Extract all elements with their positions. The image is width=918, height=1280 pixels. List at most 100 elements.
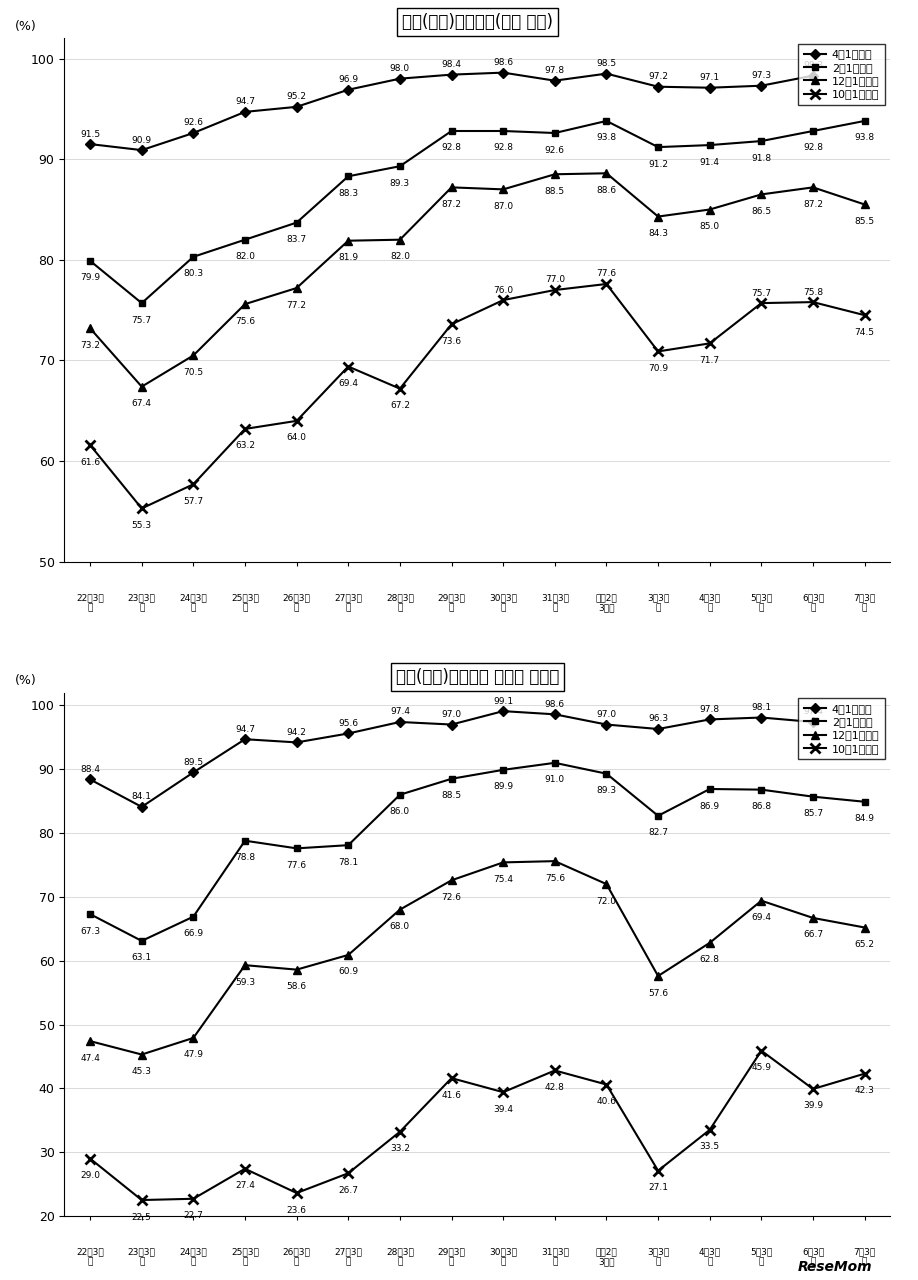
Text: 67.2: 67.2	[390, 401, 410, 410]
Text: 26.7: 26.7	[338, 1185, 358, 1194]
Text: (%): (%)	[15, 20, 37, 33]
Text: 97.4: 97.4	[803, 708, 823, 717]
Text: 22.5: 22.5	[132, 1212, 151, 1221]
Text: 69.4: 69.4	[751, 913, 771, 922]
Text: 39.9: 39.9	[803, 1102, 823, 1111]
Text: 96.9: 96.9	[338, 76, 358, 84]
Text: 88.3: 88.3	[338, 188, 358, 198]
Text: 22年3月
卒: 22年3月 卒	[76, 593, 104, 613]
Text: 87.2: 87.2	[442, 200, 462, 209]
Legend: 4月1日現在, 2月1日現在, 12月1日現在, 10月1日現在: 4月1日現在, 2月1日現在, 12月1日現在, 10月1日現在	[799, 44, 885, 105]
Text: (%): (%)	[15, 675, 37, 687]
Text: 93.8: 93.8	[597, 133, 617, 142]
Text: 83.7: 83.7	[286, 236, 307, 244]
Text: 65.2: 65.2	[855, 940, 875, 948]
Text: 88.5: 88.5	[544, 187, 565, 196]
Text: 75.6: 75.6	[544, 874, 565, 883]
Text: 89.5: 89.5	[184, 758, 204, 767]
Text: 97.4: 97.4	[390, 708, 410, 717]
Text: 63.1: 63.1	[131, 954, 151, 963]
Text: 27年3月
卒: 27年3月 卒	[334, 1248, 363, 1267]
Text: 92.6: 92.6	[184, 119, 204, 128]
Text: 70.5: 70.5	[184, 367, 204, 376]
Text: 92.8: 92.8	[803, 143, 823, 152]
Text: 69.4: 69.4	[338, 379, 358, 388]
Text: 91.8: 91.8	[751, 154, 771, 163]
Text: 95.6: 95.6	[338, 719, 358, 728]
Text: 82.0: 82.0	[235, 252, 255, 261]
Text: 98.3: 98.3	[803, 61, 823, 70]
Text: 91.2: 91.2	[648, 160, 668, 169]
Text: 22年3月
卒: 22年3月 卒	[76, 1248, 104, 1267]
Text: 87.2: 87.2	[803, 200, 823, 209]
Text: 81.9: 81.9	[338, 253, 358, 262]
Text: 23年3月
卒: 23年3月 卒	[128, 1248, 156, 1267]
Text: 25年3月
卒: 25年3月 卒	[231, 1248, 259, 1267]
Text: 30年3月
卒: 30年3月 卒	[489, 593, 517, 613]
Text: 84.3: 84.3	[648, 229, 668, 238]
Text: 58.6: 58.6	[286, 982, 307, 991]
Text: 29年3月
卒: 29年3月 卒	[438, 593, 465, 613]
Text: 26年3月
卒: 26年3月 卒	[283, 1248, 310, 1267]
Text: 71.7: 71.7	[700, 356, 720, 365]
Text: 97.3: 97.3	[751, 72, 771, 81]
Text: 73.6: 73.6	[442, 337, 462, 346]
Text: 60.9: 60.9	[338, 968, 358, 977]
Text: 75.6: 75.6	[235, 316, 255, 325]
Text: 82.0: 82.0	[390, 252, 410, 261]
Text: 93.8: 93.8	[855, 133, 875, 142]
Text: 42.8: 42.8	[545, 1083, 565, 1092]
Title: 就職(内定)率の推移(大学 女子): 就職(内定)率の推移(大学 女子)	[402, 13, 553, 31]
Text: 67.3: 67.3	[80, 927, 100, 936]
Text: 92.8: 92.8	[493, 143, 513, 152]
Text: 57.6: 57.6	[648, 988, 668, 997]
Text: 89.3: 89.3	[390, 179, 410, 188]
Text: 25年3月
卒: 25年3月 卒	[231, 593, 259, 613]
Text: 26年3月
卒: 26年3月 卒	[283, 593, 310, 613]
Text: 68.0: 68.0	[390, 922, 410, 931]
Text: 92.8: 92.8	[442, 143, 462, 152]
Text: 76.0: 76.0	[493, 285, 513, 294]
Text: 24年3月
卒: 24年3月 卒	[180, 593, 207, 613]
Text: 31年3月
卒: 31年3月 卒	[541, 593, 569, 613]
Text: 90.9: 90.9	[131, 136, 151, 145]
Text: 86.8: 86.8	[751, 803, 771, 812]
Text: 98.1: 98.1	[751, 703, 771, 712]
Text: 29年3月
卒: 29年3月 卒	[438, 1248, 465, 1267]
Text: 45.9: 45.9	[751, 1064, 771, 1073]
Text: 66.7: 66.7	[803, 931, 823, 940]
Text: 45.3: 45.3	[131, 1068, 151, 1076]
Text: 61.6: 61.6	[80, 457, 100, 466]
Text: 27年3月
卒: 27年3月 卒	[334, 593, 363, 613]
Text: 72.0: 72.0	[597, 896, 617, 906]
Text: 97.8: 97.8	[544, 67, 565, 76]
Text: 5年3月
卒: 5年3月 卒	[750, 593, 772, 613]
Text: 78.8: 78.8	[235, 854, 255, 863]
Text: 97.0: 97.0	[442, 710, 462, 719]
Text: 33.2: 33.2	[390, 1144, 410, 1153]
Text: 70.9: 70.9	[648, 364, 668, 372]
Text: 64.0: 64.0	[286, 434, 307, 443]
Text: 85.7: 85.7	[803, 809, 823, 818]
Text: 47.4: 47.4	[80, 1053, 100, 1062]
Text: 80.3: 80.3	[184, 269, 204, 278]
Text: 99.1: 99.1	[493, 696, 513, 705]
Text: 87.0: 87.0	[493, 202, 513, 211]
Text: 82.7: 82.7	[648, 828, 668, 837]
Text: 86.0: 86.0	[390, 808, 410, 817]
Text: 94.2: 94.2	[286, 728, 307, 737]
Text: 94.7: 94.7	[235, 724, 255, 733]
Text: 95.2: 95.2	[286, 92, 307, 101]
Text: 97.1: 97.1	[700, 73, 720, 82]
Text: 86.5: 86.5	[751, 207, 771, 216]
Text: 88.6: 88.6	[597, 186, 617, 195]
Text: 75.7: 75.7	[751, 288, 771, 297]
Text: 94.7: 94.7	[235, 97, 255, 106]
Text: 85.5: 85.5	[855, 218, 875, 227]
Text: 97.2: 97.2	[648, 72, 668, 81]
Text: 98.4: 98.4	[442, 60, 462, 69]
Text: 91.0: 91.0	[544, 776, 565, 785]
Text: 40.6: 40.6	[597, 1097, 617, 1106]
Text: 78.1: 78.1	[338, 858, 358, 867]
Text: 88.5: 88.5	[442, 791, 462, 800]
